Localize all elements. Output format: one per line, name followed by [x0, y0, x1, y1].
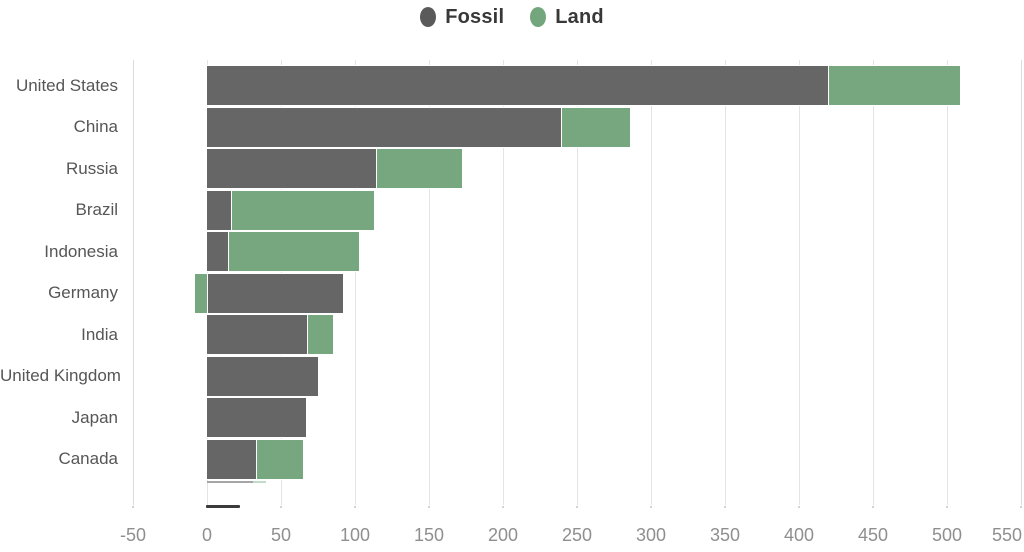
tick-mark [354, 506, 356, 508]
bar-segment-land-india[interactable] [306, 314, 334, 355]
category-label-indonesia: Indonesia [44, 241, 118, 261]
tick-mark [1020, 506, 1022, 508]
x-tick-label: 0 [201, 525, 212, 545]
x-tick-label: 450 [857, 525, 889, 545]
gridline [873, 60, 874, 505]
legend-label-land: Land [555, 5, 604, 28]
zero-axis-marker [206, 505, 240, 508]
fossil-legend-dot-icon [420, 7, 437, 27]
tick-mark [576, 506, 578, 508]
category-label-japan: Japan [71, 407, 118, 427]
x-tick-label: -50 [119, 525, 146, 545]
x-tick-label: 350 [709, 525, 741, 545]
bar-segment-land-indonesia[interactable] [228, 231, 361, 272]
legend-item-land[interactable]: Land [530, 6, 604, 29]
category-label-russia: Russia [66, 158, 118, 178]
bar-segment-fossil-united-states[interactable] [206, 65, 830, 106]
partial-bar-segment-fossil [207, 481, 253, 483]
tick-mark [280, 506, 282, 508]
tick-mark [132, 506, 134, 508]
bar-segment-land-germany[interactable] [194, 272, 208, 314]
tick-mark [650, 506, 652, 508]
x-tick-label: 50 [270, 525, 292, 545]
bar-segment-fossil-japan[interactable] [205, 397, 308, 438]
category-label-germany: Germany [48, 283, 118, 302]
x-tick-label: 150 [413, 525, 445, 545]
bar-segment-land-united-states[interactable] [827, 65, 962, 106]
bar-segment-land-brazil[interactable] [231, 189, 376, 231]
gridline [355, 60, 356, 505]
legend-label-fossil: Fossil [445, 5, 505, 28]
gridline [133, 60, 134, 505]
tick-mark [798, 506, 800, 508]
tick-mark [946, 506, 948, 508]
tick-mark [502, 506, 504, 508]
gridline [1021, 60, 1022, 505]
bar-segment-fossil-canada[interactable] [205, 438, 259, 480]
bar-segment-fossil-indonesia[interactable] [205, 231, 231, 272]
gridline [429, 60, 430, 505]
bar-segment-fossil-germany[interactable] [205, 272, 345, 314]
category-label-china: China [73, 117, 118, 136]
legend-item-fossil[interactable]: Fossil [420, 6, 504, 29]
gridline [725, 60, 726, 505]
tick-mark [428, 506, 430, 508]
gridline [799, 60, 800, 505]
bar-segment-fossil-india[interactable] [206, 314, 309, 355]
category-label-canada: Canada [58, 449, 118, 468]
bar-segment-land-canada[interactable] [256, 438, 305, 480]
category-label-united-kingdom: United Kingdom [0, 366, 121, 385]
category-label-united-states: United States [15, 75, 118, 95]
partial-bar-segment-land [252, 481, 267, 483]
x-tick-label: 100 [339, 525, 371, 545]
gridline [651, 60, 652, 505]
land-legend-dot-icon [530, 7, 547, 27]
category-label-brazil: Brazil [75, 200, 118, 219]
x-tick-label: 300 [635, 525, 667, 545]
bar-segment-fossil-china[interactable] [205, 106, 564, 148]
bar-segment-land-china[interactable] [561, 106, 632, 148]
bar-segment-fossil-brazil[interactable] [205, 189, 234, 231]
tick-mark [872, 506, 874, 508]
gridline [577, 60, 578, 505]
bar-segment-fossil-united-kingdom[interactable] [206, 355, 319, 397]
category-label-india: India [81, 324, 118, 344]
bar-segment-land-russia[interactable] [376, 148, 463, 189]
tick-mark [724, 506, 726, 508]
gridline [947, 60, 948, 505]
x-tick-label: 200 [487, 525, 519, 545]
chart-legend: Fossil Land [0, 2, 1024, 32]
bar-segment-fossil-russia[interactable] [205, 148, 379, 189]
x-tick-label: 500 [931, 525, 963, 545]
x-tick-label: 550 [991, 525, 1022, 545]
x-tick-label: 250 [561, 525, 593, 545]
x-tick-label: 400 [783, 525, 815, 545]
gridline [503, 60, 504, 505]
